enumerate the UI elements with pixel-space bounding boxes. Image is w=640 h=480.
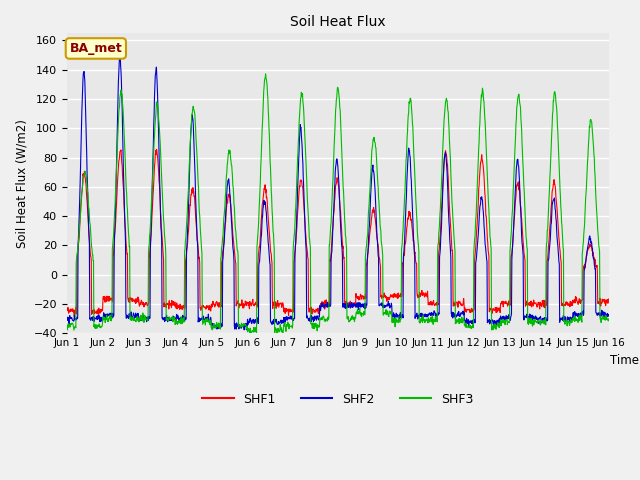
SHF1	[63, 305, 70, 311]
SHF3	[170, 315, 178, 321]
Title: Soil Heat Flux: Soil Heat Flux	[290, 15, 385, 29]
SHF1	[245, 302, 253, 308]
SHF1	[70, 313, 78, 319]
SHF3	[184, 210, 191, 216]
SHF1	[152, 146, 160, 152]
SHF3	[244, 327, 252, 333]
Y-axis label: Soil Heat Flux (W/m2): Soil Heat Flux (W/m2)	[15, 119, 28, 248]
SHF2	[605, 312, 612, 318]
SHF2	[184, 227, 191, 232]
SHF3	[422, 316, 430, 322]
SHF1	[493, 309, 501, 315]
SHF2	[493, 317, 501, 323]
Text: BA_met: BA_met	[70, 42, 122, 55]
SHF3	[248, 332, 255, 337]
SHF2	[171, 315, 179, 321]
Legend: SHF1, SHF2, SHF3: SHF1, SHF2, SHF3	[197, 388, 478, 411]
SHF3	[63, 324, 70, 330]
SHF2	[63, 316, 70, 322]
SHF3	[493, 323, 501, 329]
Line: SHF3: SHF3	[67, 74, 609, 335]
SHF2	[541, 316, 549, 322]
SHF1	[541, 305, 549, 311]
SHF2	[116, 50, 124, 56]
SHF1	[184, 232, 192, 238]
SHF2	[245, 319, 253, 324]
SHF3	[605, 316, 612, 322]
SHF1	[605, 296, 612, 302]
Line: SHF2: SHF2	[67, 53, 609, 330]
SHF3	[541, 319, 549, 324]
SHF2	[422, 312, 430, 318]
X-axis label: Time: Time	[611, 354, 639, 368]
SHF2	[243, 327, 250, 333]
Line: SHF1: SHF1	[67, 149, 609, 316]
SHF1	[171, 299, 179, 305]
SHF1	[422, 292, 430, 298]
SHF3	[262, 71, 269, 77]
